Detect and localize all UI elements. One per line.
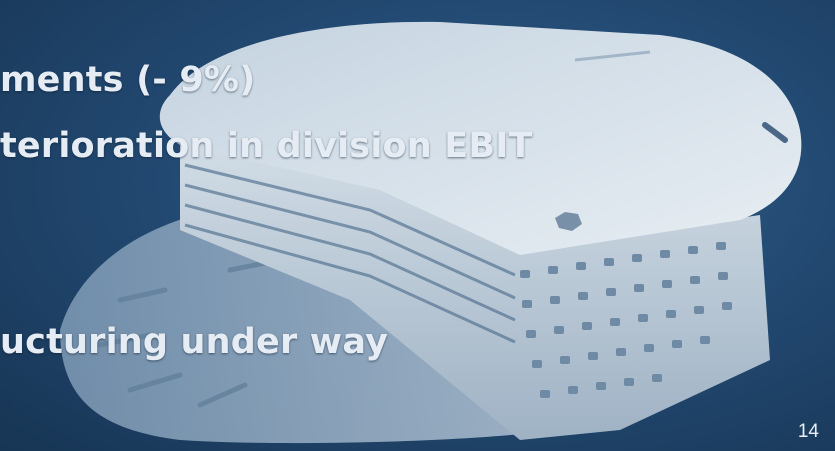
slide-line-3: ucturing under way	[0, 322, 389, 362]
slide-line-2: terioration in division EBIT	[0, 126, 533, 166]
page-number: 14	[797, 421, 819, 442]
slide-line-1: ments (- 9%)	[0, 60, 256, 100]
